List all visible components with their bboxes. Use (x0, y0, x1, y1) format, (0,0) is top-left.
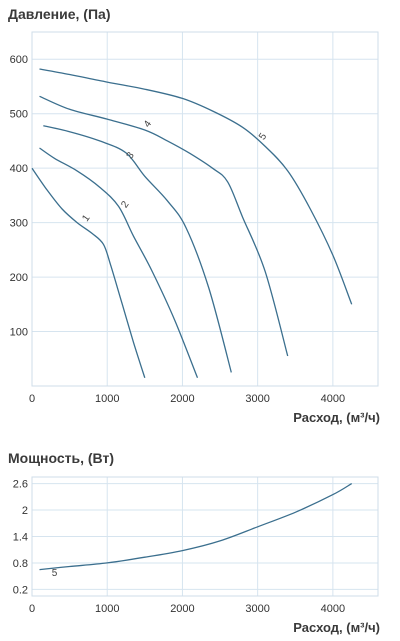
series-label-3: 3 (125, 150, 137, 161)
grid (32, 477, 378, 596)
x-tick-label: 4000 (321, 393, 345, 405)
plot-area (31, 31, 379, 387)
series-label-5: 5 (52, 568, 58, 579)
x-tick-label: 4000 (321, 603, 345, 615)
x-tick-label: 3000 (245, 603, 269, 615)
series-label-5: 5 (257, 131, 269, 142)
x-tick-label: 0 (29, 393, 35, 405)
series-line-3 (43, 125, 232, 373)
y-tick-label: 500 (10, 109, 28, 121)
x-tick-label: 3000 (245, 393, 269, 405)
x-axis-title: Расход, (м³/ч) (293, 620, 380, 635)
y-tick-label: 1.4 (13, 532, 28, 544)
series-line-1 (31, 167, 146, 378)
x-axis-title: Расход, (м³/ч) (293, 410, 380, 425)
y-tick-label: 200 (10, 272, 28, 284)
plot-area (31, 476, 379, 597)
x-tick-label: 1000 (95, 393, 119, 405)
series-line-2 (39, 147, 199, 379)
y-tick-label: 0.2 (13, 584, 28, 596)
y-tick-label: 600 (10, 54, 28, 66)
series-label-1: 1 (80, 213, 92, 224)
pressure-chart-title: Давление, (Па) (8, 6, 111, 22)
x-tick-label: 2000 (170, 393, 194, 405)
series-line-5 (39, 68, 353, 305)
series-label-2: 2 (119, 199, 131, 210)
series-label-4: 4 (142, 118, 154, 129)
y-tick-label: 2 (22, 505, 28, 517)
x-tick-label: 2000 (170, 603, 194, 615)
series-line-4 (39, 95, 289, 357)
y-tick-label: 300 (10, 218, 28, 230)
y-tick-label: 400 (10, 163, 28, 175)
series-line-5 (39, 483, 353, 571)
x-tick-label: 0 (29, 603, 35, 615)
y-tick-label: 100 (10, 327, 28, 339)
x-tick-label: 1000 (95, 603, 119, 615)
pressure-chart: 100 200 300 400 500 600 0 1000 2000 3000 4000 Расхо… (10, 31, 380, 425)
power-chart-title: Мощность, (Вт) (8, 450, 114, 466)
y-tick-label: 0.8 (13, 558, 28, 570)
y-tick-label: 2.6 (13, 479, 28, 491)
grid (32, 32, 378, 386)
